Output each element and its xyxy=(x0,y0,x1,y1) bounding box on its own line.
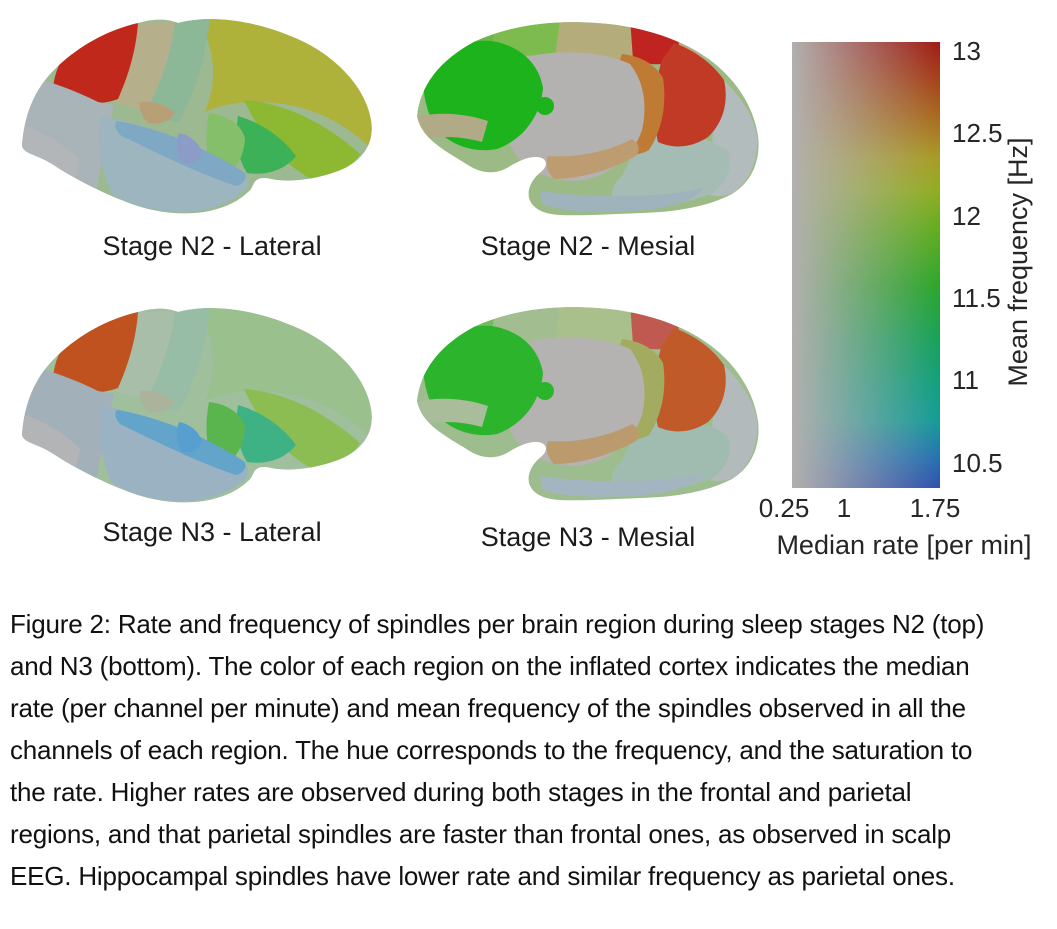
caption-line: rate (per channel per minute) and mean f… xyxy=(10,693,966,723)
freq-tick: 11 xyxy=(952,365,979,395)
brain-n3-mesial-image xyxy=(417,307,759,501)
brain-n2-lateral-image xyxy=(22,19,372,214)
caption-line: and N3 (bottom). The color of each regio… xyxy=(10,651,970,681)
freq-tick: 12 xyxy=(952,201,981,231)
region-green-spot xyxy=(536,382,554,400)
caption-line: the rate. Higher rates are observed duri… xyxy=(10,777,912,807)
freq-tick: 13 xyxy=(952,36,981,66)
panel-label-n3-lateral: Stage N3 - Lateral xyxy=(102,517,322,547)
region-green-spot xyxy=(536,97,554,115)
freq-axis-label: Mean frequency [Hz] xyxy=(1003,137,1033,386)
panel-label-n3-mesial: Stage N3 - Mesial xyxy=(480,522,696,552)
panel-label-n2-lateral: Stage N2 - Lateral xyxy=(102,231,322,261)
caption-line: Figure 2: Rate and frequency of spindles… xyxy=(10,609,985,639)
freq-tick: 10.5 xyxy=(952,448,1003,478)
panel-label-n2-mesial: Stage N2 - Mesial xyxy=(480,231,696,261)
figure-caption: Figure 2: Rate and frequency of spindles… xyxy=(10,603,1055,897)
freq-tick: 12.5 xyxy=(952,118,1003,148)
rate-tick: 1.75 xyxy=(910,493,961,523)
caption-line: channels of each region. The hue corresp… xyxy=(10,735,973,765)
colorbar-saturation-overlay xyxy=(792,42,940,488)
colorbar-2d: 13 12.5 12 11.5 11 10.5 Mean frequency [… xyxy=(759,36,1033,560)
brain-n3-lateral-image xyxy=(22,308,372,503)
rate-tick: 1 xyxy=(837,493,851,523)
caption-line: EEG. Hippocampal spindles have lower rat… xyxy=(10,861,955,891)
rate-tick: 0.25 xyxy=(759,493,810,523)
caption-line: regions, and that parietal spindles are … xyxy=(10,819,952,849)
rate-axis-label: Median rate [per min] xyxy=(776,530,1031,560)
brain-n2-mesial-image xyxy=(417,22,759,216)
freq-tick: 11.5 xyxy=(952,283,1001,313)
